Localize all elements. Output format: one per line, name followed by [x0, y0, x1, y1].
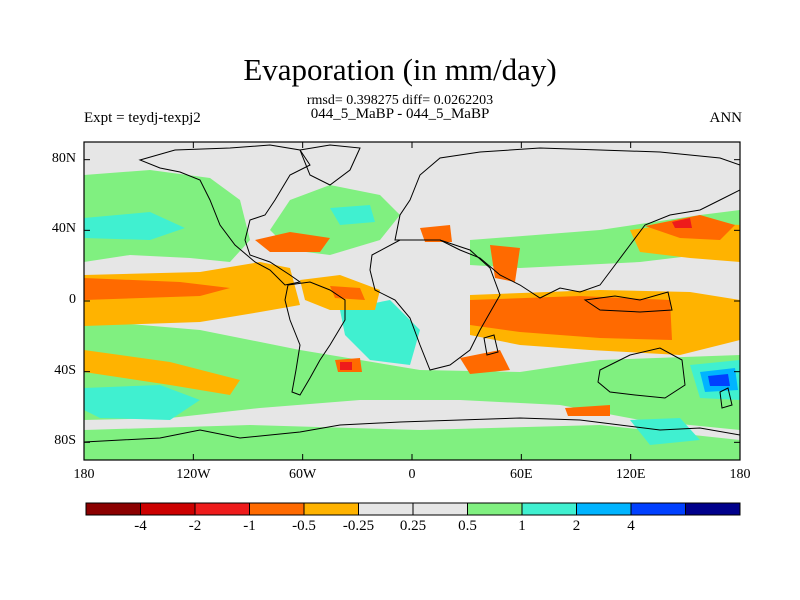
lon-label: 0 [408, 467, 416, 482]
field-yellow-south-pacific [84, 350, 240, 395]
colorbar-label: -0.5 [292, 518, 316, 534]
coast-eurasia [394, 147, 740, 299]
field-green-southern-ocean [84, 425, 740, 460]
field-cyan-north-pacific [84, 212, 185, 240]
field-cyan-atlantic [330, 205, 375, 225]
colorbar-swatch [412, 502, 468, 516]
stats-text: rmsd= 0.398275 diff= 0.0262203 [306, 93, 494, 108]
lat-label: 40S [54, 362, 76, 378]
colorbar-label: 1 [518, 518, 526, 534]
field-red-south-atlantic [340, 362, 352, 370]
lat-label: 40N [51, 221, 76, 237]
field-cyan-antarctic [630, 418, 700, 445]
colorbar-label: -2 [188, 518, 202, 534]
experiment-label: Expt = teydj-texpj2 [84, 110, 201, 126]
colorbar-swatch [194, 502, 250, 516]
colorbar-label: 4 [627, 518, 635, 534]
field-orange-north-atlantic [255, 232, 330, 252]
field-green-southern-band [84, 320, 740, 430]
field-darkblue-australia-east [708, 374, 730, 386]
lat-label: 80N [51, 150, 76, 166]
coast-australia [597, 347, 686, 399]
colorbar-label: -4 [134, 518, 147, 534]
colorbar-swatch [521, 502, 577, 516]
colorbar-label: 0.5 [458, 518, 477, 534]
colorbar-swatch [140, 502, 196, 516]
colorbar-swatch [685, 502, 741, 516]
field-orange-atlantic-tropics [330, 286, 365, 300]
plot-title: Evaporation (in mm/day) [243, 52, 557, 87]
coast-antarctica [84, 417, 740, 443]
coast-africa [369, 239, 501, 371]
season-label: ANN [709, 110, 743, 126]
field-cyan-south-pacific [84, 385, 200, 420]
lon-label: 180 [73, 467, 95, 482]
colorbar-swatch [358, 502, 414, 516]
coastlines [84, 144, 740, 443]
lon-label: 60E [510, 467, 533, 482]
coast-new-zealand [719, 387, 733, 409]
colorbar-label: -1 [243, 518, 256, 534]
lat-label: 0 [69, 292, 76, 307]
experiment-subtitle: 044_5_MaBP - 044_5_MaBP [310, 106, 490, 122]
colorbar-swatch [303, 502, 359, 516]
coast-madagascar [483, 334, 499, 356]
axis-ticks [83, 142, 741, 460]
coast-south-america [284, 281, 346, 396]
colorbar-swatch [630, 502, 686, 516]
lon-label: 120W [176, 467, 211, 482]
field-red-northwest-pacific [672, 218, 692, 228]
field-orange-tropical-pacific [84, 278, 230, 300]
colorbar-label: 0.25 [399, 518, 427, 534]
lon-label: 120E [615, 467, 646, 482]
coast-greenland [299, 144, 361, 186]
field-orange-mediterranean [420, 225, 452, 242]
lon-label: 60W [289, 467, 317, 482]
field-orange-madagascar [460, 350, 510, 374]
field-orange-indian-ocean [470, 296, 672, 340]
colorbar-swatch [576, 502, 632, 516]
anomaly-fields [84, 170, 740, 460]
coast-maritime-continent [583, 291, 673, 313]
colorbar [85, 502, 741, 516]
colorbar-swatch [85, 502, 141, 516]
colorbar-label: 2 [572, 518, 581, 534]
lon-label: 180 [729, 467, 751, 482]
colorbar-label: -0.25 [342, 518, 375, 534]
colorbar-swatch [249, 502, 305, 516]
colorbar-swatch [467, 502, 523, 516]
field-cyan-south-atlantic [340, 300, 420, 365]
lat-label: 80S [54, 433, 76, 449]
field-orange-southern-indian [565, 405, 610, 416]
